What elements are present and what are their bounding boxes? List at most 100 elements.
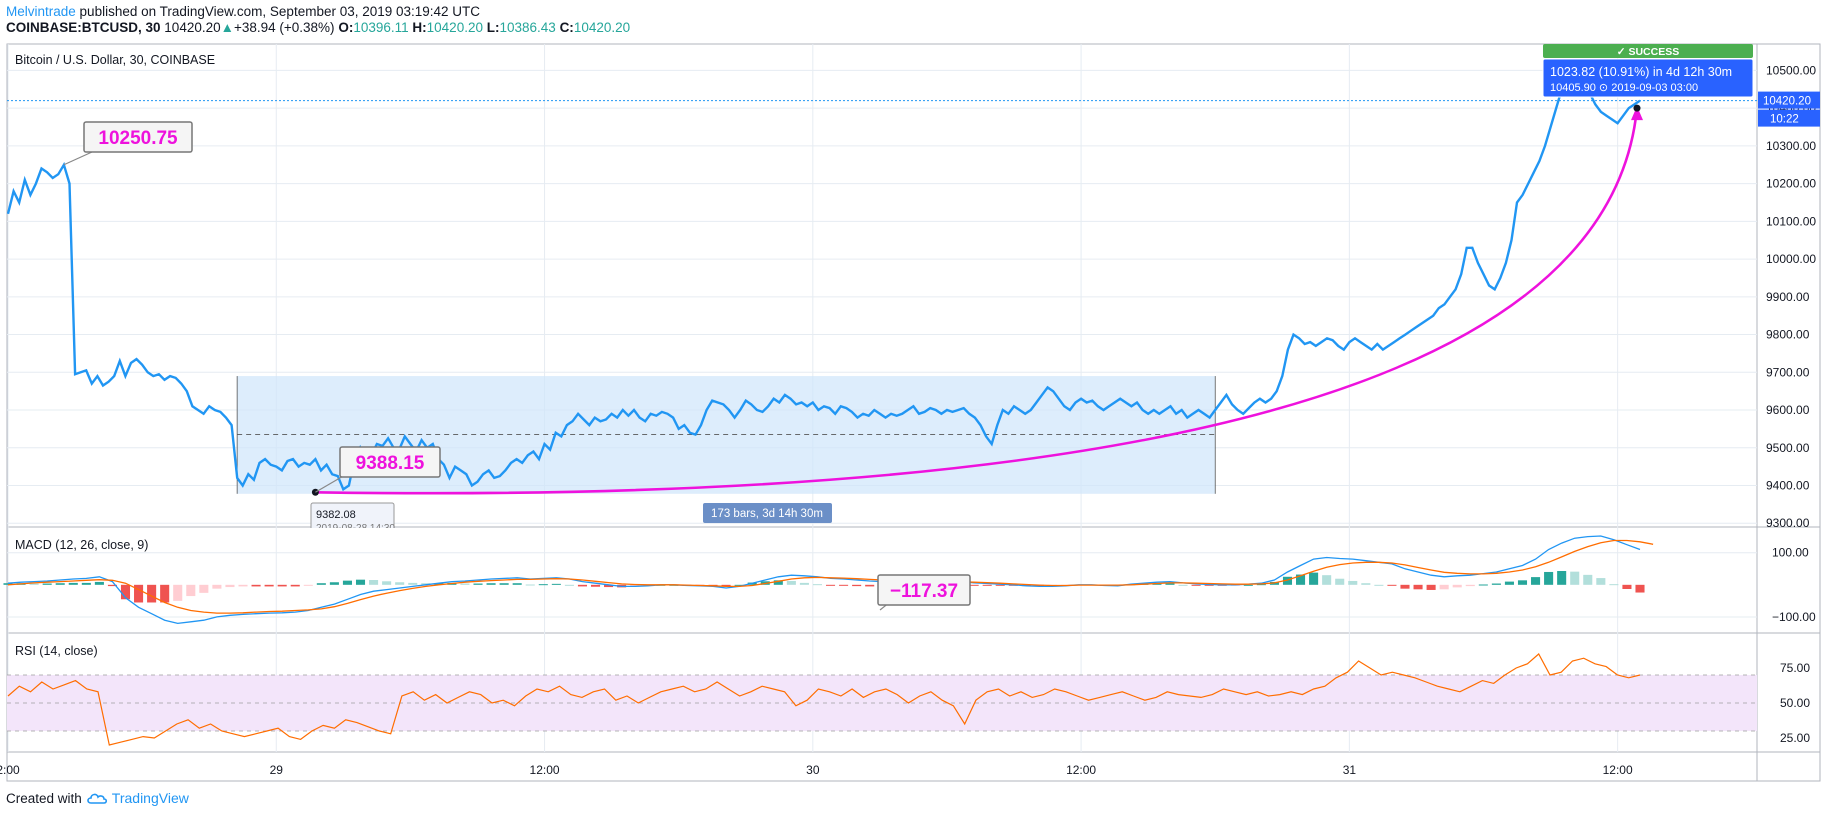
publish-text: published on TradingView.com, September … [79,4,481,19]
y-tick-label: 10500.00 [1766,63,1816,77]
close-label: C: [559,20,574,35]
macd-hist-bar [969,584,979,586]
macd-hist-bar [42,583,52,585]
macd-hist-bar [1609,584,1619,586]
publish-info: Melvintrade published on TradingView.com… [6,4,480,19]
y-tick-label: 10000.00 [1766,252,1816,266]
macd-hist-bar [460,583,470,585]
macd-hist-bar [186,584,196,597]
macd-hist-bar [538,584,548,586]
x-tick-label: 30 [806,763,820,777]
macd-hist-bar [147,584,157,603]
macd-hist-bar [1517,580,1528,585]
current-time-tag-label: 10:22 [1770,114,1799,126]
low-callout-box [339,446,441,478]
y-tick-label: 9700.00 [1766,365,1810,379]
x-tick-label: 2:00 [0,763,20,777]
macd-callout-label: −117.37 [890,581,958,602]
ohlc-legend: COINBASE:BTCUSD, 30 10420.20▲+38.94 (+0.… [6,20,630,35]
price-pane-title: Bitcoin / U.S. Dollar, 30, COINBASE [15,53,215,67]
macd-hist-bar [1465,584,1475,587]
macd-hist-bar [473,583,483,585]
macd-hist-bar [369,580,379,585]
macd-hist-bar [1504,581,1514,585]
change-arrow-icon: ▲ [220,20,234,35]
success-badge [1543,44,1753,58]
high-value: 10420.20 [426,20,483,35]
macd-callout-box [877,574,971,606]
tradingview-brand[interactable]: TradingView [111,790,189,806]
macd-tick-label: −100.00 [1772,610,1816,624]
macd-hist-bar [721,584,731,587]
x-tick-label: 12:00 [1066,763,1096,777]
macd-hist-bar [1152,583,1162,585]
macd-hist-bar [1439,584,1449,590]
x-tick-label: 29 [270,763,284,777]
high-callout-box [83,121,193,153]
macd-hist-bar [1635,584,1645,593]
macd-hist-bar [1452,584,1462,588]
low-callout-label: 9388.15 [356,453,425,474]
macd-hist-bar [160,584,170,603]
arrow-head-icon [1631,106,1643,121]
low-tooltip-price: 9382.08 [316,509,356,521]
macd-hist-bar [225,584,235,588]
macd-hist-bar [1348,580,1358,585]
macd-hist-bar [1413,584,1423,590]
macd-hist-bar [499,583,509,585]
range-label-box [703,503,832,523]
macd-hist-bar [94,581,104,585]
macd-hist-bar [1374,584,1384,586]
macd-hist-bar [1544,571,1554,585]
current-time-tag [1758,109,1820,127]
open-label: O: [338,20,354,35]
macd-hist-bar [107,584,117,587]
current-price-tag-label: 10420.20 [1763,96,1811,108]
macd-hist-bar [1296,574,1306,585]
tooltip-clip-mask [300,528,410,534]
current-price-tag [1758,91,1820,109]
y-tick-label: 9300.00 [1766,516,1810,530]
macd-hist-bar [786,580,796,585]
created-with-text: Created with [6,790,82,806]
macd-hist-bar [290,584,300,587]
macd-hist-bar [1335,578,1345,585]
macd-hist-bar [812,584,823,586]
macd-hist-bar [1596,578,1606,585]
rsi-line [7,653,1641,746]
macd-hist-bar [316,583,326,585]
y-tick-label: 9500.00 [1766,441,1810,455]
success-info-box [1542,58,1754,98]
macd-hist-bar [1243,584,1253,586]
macd-hist-bar [1322,575,1332,585]
macd-hist-bar [395,582,405,585]
success-label: ✓ SUCCESS [1617,46,1679,58]
close-value: 10420.20 [573,20,631,35]
macd-hist-bar [604,584,614,588]
high-label: H: [412,20,427,35]
low-value: 10386.43 [499,20,556,35]
macd-hist-bar [1583,574,1593,585]
macd-hist-bar [1531,577,1541,585]
macd-hist-bar [68,582,78,585]
macd-hist-bar [839,584,849,586]
y-tick-label: 10200.00 [1766,177,1816,191]
macd-hist-bar [1178,584,1188,586]
macd-hist-bar [1400,584,1410,589]
chart-border [6,43,1821,782]
macd-hist-bar [212,584,222,589]
macd-hist-bar [329,582,339,585]
last-price: 10420.20 [164,20,221,35]
success-info-line1: 1023.82 (10.91%) in 4d 12h 30m [1550,65,1732,79]
macd-hist-bar [525,584,535,586]
macd-hist-bar [1570,571,1580,585]
author-link[interactable]: Melvintrade [6,4,76,19]
macd-hist-bar [1361,583,1371,585]
macd-hist-bar [3,583,13,585]
macd-hist-bar [303,584,313,586]
macd-hist-bar [852,584,862,587]
price-series-line[interactable] [6,68,1641,492]
target-point-marker [1633,104,1641,112]
macd-hist-bar [199,584,209,593]
